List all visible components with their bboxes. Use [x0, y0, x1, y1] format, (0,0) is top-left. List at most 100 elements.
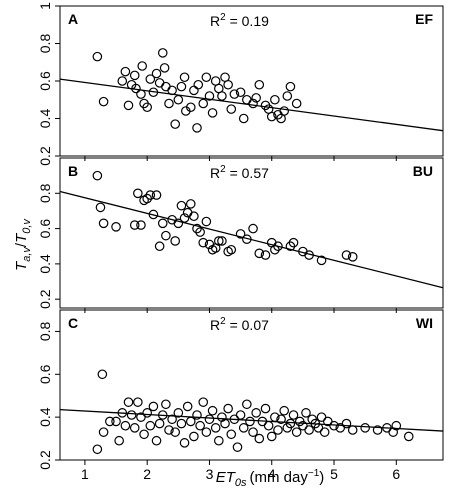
data-point	[136, 89, 146, 99]
data-point	[329, 420, 339, 431]
y-tick-label: 0.4	[37, 407, 53, 427]
data-point	[347, 252, 358, 262]
data-point	[273, 241, 283, 252]
data-point	[170, 236, 181, 246]
data-point	[217, 236, 227, 246]
data-point	[176, 81, 187, 92]
data-point	[129, 220, 140, 230]
data-point	[173, 218, 184, 229]
data-point	[242, 94, 252, 105]
data-point	[142, 102, 152, 113]
data-point	[235, 410, 246, 420]
data-point	[242, 399, 252, 410]
data-point	[176, 418, 187, 429]
panel-letter: B	[68, 163, 78, 179]
data-point	[145, 74, 156, 84]
data-point	[279, 405, 289, 416]
regression-line	[59, 78, 444, 132]
data-point	[195, 420, 205, 431]
data-point	[201, 216, 212, 227]
data-point	[214, 435, 224, 446]
data-point	[157, 218, 168, 229]
plot-frame	[59, 157, 444, 309]
data-point	[198, 237, 209, 248]
data-point	[145, 420, 156, 431]
data-point	[179, 72, 190, 83]
data-point	[316, 412, 327, 422]
x-tick-label: 5	[330, 466, 338, 482]
data-point	[226, 429, 237, 440]
plot-frame	[59, 309, 444, 461]
data-point	[201, 427, 212, 437]
data-point	[217, 91, 227, 101]
data-point	[185, 102, 196, 113]
data-point	[198, 397, 209, 407]
data-point	[193, 79, 204, 90]
data-point	[266, 111, 277, 122]
data-point	[111, 222, 121, 232]
data-point	[189, 431, 199, 442]
data-point	[226, 244, 237, 255]
data-point	[114, 435, 124, 446]
data-point	[232, 442, 243, 452]
r2-annotation: R2 = 0.57	[210, 164, 269, 181]
site-label: BU	[413, 163, 433, 179]
data-point	[161, 81, 171, 92]
data-point	[372, 425, 383, 435]
data-point	[123, 397, 134, 407]
data-point	[285, 81, 296, 92]
data-point	[133, 397, 143, 407]
data-point	[131, 83, 141, 94]
data-point	[148, 209, 159, 220]
data-point	[288, 237, 299, 248]
data-point	[164, 98, 174, 109]
y-tick-label: 1	[37, 2, 53, 10]
data-point	[248, 427, 258, 437]
data-point	[223, 403, 233, 414]
data-point	[251, 93, 261, 103]
data-point	[182, 401, 193, 412]
data-point	[167, 414, 177, 425]
data-point	[270, 94, 280, 105]
data-point	[254, 79, 265, 90]
data-point	[291, 98, 302, 109]
data-point	[92, 170, 103, 181]
data-point	[195, 227, 205, 237]
data-point	[145, 190, 156, 200]
data-point	[157, 48, 168, 58]
data-point	[260, 403, 271, 414]
data-point	[285, 418, 296, 429]
data-point	[176, 200, 187, 211]
data-point	[105, 416, 115, 427]
data-point	[167, 85, 177, 96]
y-tick-label: 0.2	[37, 146, 53, 166]
data-point	[273, 425, 283, 435]
data-point	[142, 408, 152, 418]
data-point	[133, 188, 143, 199]
data-point	[151, 68, 162, 79]
data-point	[161, 399, 171, 410]
y-tick-label: 0.4	[37, 254, 53, 274]
data-point	[248, 98, 258, 109]
data-point	[291, 427, 302, 437]
data-point	[92, 51, 103, 62]
data-point	[173, 94, 184, 105]
data-point	[304, 250, 314, 260]
data-point	[126, 410, 137, 420]
panels: 0.2 0.4 0.6 0.8 1 A EF R2 = 0.19 0.2 0.4 0.6 0.8 B BU…	[37, 2, 444, 482]
data-point	[276, 414, 286, 425]
data-point	[117, 76, 128, 86]
data-point	[248, 223, 258, 234]
data-point	[157, 410, 168, 420]
panel-a: 0.2 0.4 0.6 0.8 1 A EF R2 = 0.19	[37, 2, 444, 166]
data-point	[98, 96, 109, 107]
data-point	[214, 236, 224, 246]
data-point	[301, 408, 311, 418]
data-point	[170, 427, 181, 437]
y-tick-label: 0.6	[37, 71, 53, 91]
data-point	[198, 98, 209, 109]
x-tick-label: 3	[206, 466, 214, 482]
data-point	[154, 418, 165, 429]
data-point	[235, 229, 246, 239]
